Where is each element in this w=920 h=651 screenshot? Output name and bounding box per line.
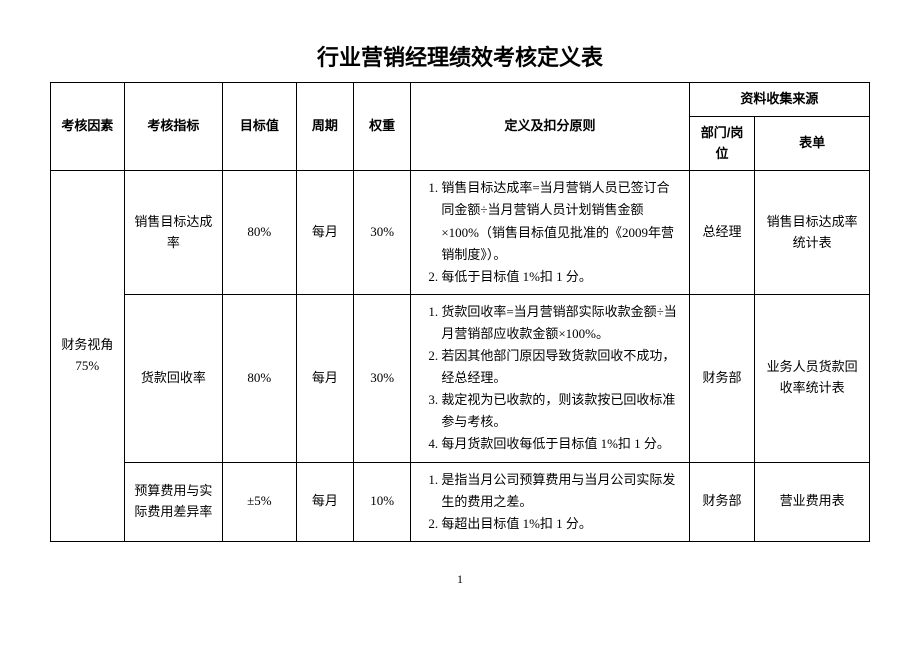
page-title: 行业营销经理绩效考核定义表 bbox=[50, 40, 870, 72]
def-item: 销售目标达成率=当月营销人员已签订合同金额÷当月营销人员计划销售金额×100%（… bbox=[441, 177, 680, 265]
factor-cell: 财务视角 75% bbox=[51, 171, 125, 541]
period-cell: 每月 bbox=[296, 171, 353, 294]
th-target: 目标值 bbox=[222, 83, 296, 171]
def-item: 若因其他部门原因导致货款回收不成功，经总经理。 bbox=[441, 345, 680, 389]
form-cell: 营业费用表 bbox=[755, 462, 870, 541]
th-source-group: 资料收集来源 bbox=[689, 83, 869, 117]
def-item: 裁定视为已收款的，则该款按已回收标准参与考核。 bbox=[441, 389, 680, 433]
header-row-1: 考核因素 考核指标 目标值 周期 权重 定义及扣分原则 资料收集来源 bbox=[51, 83, 870, 117]
dept-cell: 总经理 bbox=[689, 171, 755, 294]
definition-cell: 销售目标达成率=当月营销人员已签订合同金额÷当月营销人员计划销售金额×100%（… bbox=[411, 171, 689, 294]
th-period: 周期 bbox=[296, 83, 353, 171]
th-metric: 考核指标 bbox=[124, 83, 222, 171]
period-cell: 每月 bbox=[296, 294, 353, 462]
factor-weight: 75% bbox=[75, 358, 99, 373]
table-row: 货款回收率 80% 每月 30% 货款回收率=当月营销部实际收款金额÷当月营销部… bbox=[51, 294, 870, 462]
def-item: 是指当月公司预算费用与当月公司实际发生的费用之差。 bbox=[441, 469, 680, 513]
weight-cell: 10% bbox=[354, 462, 411, 541]
page-number: 1 bbox=[50, 572, 870, 587]
target-cell: 80% bbox=[222, 171, 296, 294]
def-item: 每超出目标值 1%扣 1 分。 bbox=[441, 513, 680, 535]
factor-name: 财务视角 bbox=[61, 337, 113, 352]
th-form: 表单 bbox=[755, 116, 870, 171]
metric-cell: 货款回收率 bbox=[124, 294, 222, 462]
th-definition: 定义及扣分原则 bbox=[411, 83, 689, 171]
th-dept: 部门/岗位 bbox=[689, 116, 755, 171]
table-row: 财务视角 75% 销售目标达成率 80% 每月 30% 销售目标达成率=当月营销… bbox=[51, 171, 870, 294]
kpi-table: 考核因素 考核指标 目标值 周期 权重 定义及扣分原则 资料收集来源 部门/岗位… bbox=[50, 82, 870, 542]
metric-cell: 预算费用与实际费用差异率 bbox=[124, 462, 222, 541]
form-cell: 销售目标达成率统计表 bbox=[755, 171, 870, 294]
definition-cell: 是指当月公司预算费用与当月公司实际发生的费用之差。 每超出目标值 1%扣 1 分… bbox=[411, 462, 689, 541]
form-cell: 业务人员货款回收率统计表 bbox=[755, 294, 870, 462]
target-cell: ±5% bbox=[222, 462, 296, 541]
metric-cell: 销售目标达成率 bbox=[124, 171, 222, 294]
def-item: 每月货款回收每低于目标值 1%扣 1 分。 bbox=[441, 433, 680, 455]
def-item: 货款回收率=当月营销部实际收款金额÷当月营销部应收款金额×100%。 bbox=[441, 301, 680, 345]
target-cell: 80% bbox=[222, 294, 296, 462]
th-weight: 权重 bbox=[354, 83, 411, 171]
weight-cell: 30% bbox=[354, 171, 411, 294]
def-item: 每低于目标值 1%扣 1 分。 bbox=[441, 266, 680, 288]
weight-cell: 30% bbox=[354, 294, 411, 462]
dept-cell: 财务部 bbox=[689, 294, 755, 462]
period-cell: 每月 bbox=[296, 462, 353, 541]
definition-cell: 货款回收率=当月营销部实际收款金额÷当月营销部应收款金额×100%。 若因其他部… bbox=[411, 294, 689, 462]
th-factor: 考核因素 bbox=[51, 83, 125, 171]
dept-cell: 财务部 bbox=[689, 462, 755, 541]
table-row: 预算费用与实际费用差异率 ±5% 每月 10% 是指当月公司预算费用与当月公司实… bbox=[51, 462, 870, 541]
